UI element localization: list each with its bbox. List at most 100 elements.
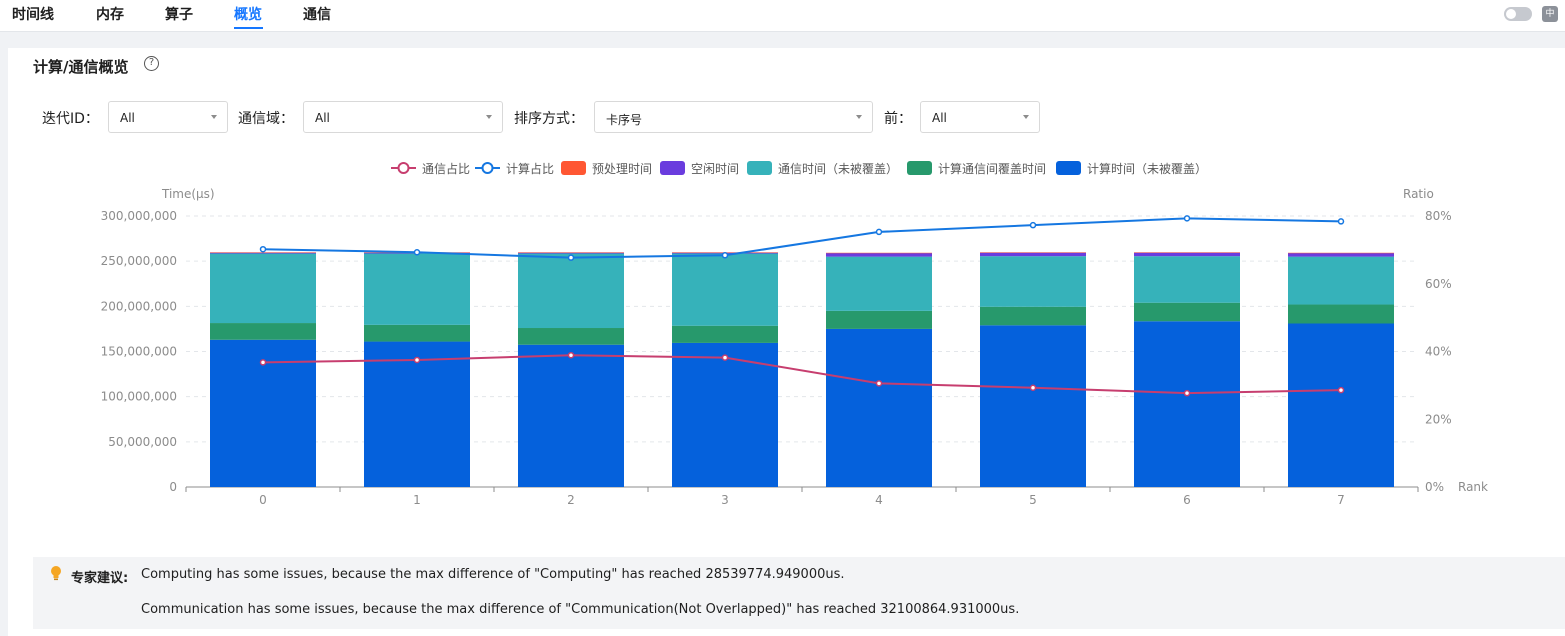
chevron-down-icon	[1023, 115, 1029, 119]
y2-axis-title: Ratio	[1403, 187, 1434, 201]
bar-segment	[672, 342, 778, 487]
bar-segment	[1134, 252, 1240, 257]
series-point	[721, 252, 729, 259]
bar-segment	[1134, 321, 1240, 487]
series-line	[262, 217, 1342, 259]
compute-comm-chart: 0 50,000,000 100,000,000 150,000,000 200,000…	[101, 161, 1488, 507]
bar-segment	[1288, 323, 1394, 487]
bar-segment	[210, 323, 316, 340]
lightbulb-icon	[51, 566, 61, 581]
bar-segment	[672, 325, 778, 343]
tab-memory[interactable]: 内存	[96, 7, 124, 23]
legend-label: 通信占比	[422, 161, 470, 176]
series-point	[1337, 386, 1345, 394]
x-tick-label: 1	[413, 493, 421, 507]
y-axis-title: Time(μs)	[161, 187, 215, 201]
series-point	[567, 254, 575, 261]
legend-marker	[481, 162, 494, 174]
series-point	[259, 359, 267, 366]
y2-tick-label: 0%	[1425, 480, 1444, 494]
x-tick-label: 2	[567, 493, 575, 507]
comm-domain-select[interactable]: All	[303, 101, 503, 133]
sort-select[interactable]: 卡序号	[594, 101, 873, 133]
series-point	[875, 380, 883, 387]
expert-advice-label: 专家建议:	[71, 571, 129, 586]
series-line	[262, 354, 1342, 395]
legend-label: 计算占比	[506, 161, 554, 176]
x-axis-title: Rank	[1458, 480, 1488, 494]
y2-tick-label: 40%	[1425, 345, 1452, 359]
series-point	[1183, 389, 1191, 397]
bar-segment	[364, 253, 470, 325]
y-tick-label: 100,000,000	[101, 390, 177, 404]
top-select-value: All	[932, 111, 947, 125]
bar-segment	[1288, 253, 1394, 257]
bar-segment	[1288, 304, 1394, 324]
series-point	[1183, 215, 1191, 222]
y-tick-label: 250,000,000	[101, 254, 177, 268]
top-filter-label: 前：	[884, 111, 912, 127]
comm-domain-filter-label: 通信域：	[238, 111, 294, 127]
legend-bar-swatch	[1056, 161, 1081, 175]
series-point	[721, 354, 729, 361]
series-point	[259, 245, 267, 253]
bar-segment	[826, 252, 932, 254]
bar-segment	[518, 252, 624, 254]
tab-timeline[interactable]: 时间线	[12, 7, 54, 23]
series-point	[1029, 221, 1037, 229]
legend-label: 空闲时间	[691, 162, 739, 176]
series-point	[1029, 384, 1037, 391]
series-point	[875, 228, 883, 236]
x-tick-label: 3	[721, 493, 729, 507]
language-switch-icon[interactable]: 中	[1542, 6, 1558, 22]
y-tick-label: 200,000,000	[101, 299, 177, 313]
y-tick-label: 50,000,000	[108, 435, 177, 449]
bar-segment	[1134, 252, 1240, 253]
x-tick-label: 6	[1183, 493, 1191, 507]
toggle-knob	[1506, 9, 1516, 19]
theme-toggle[interactable]	[1504, 7, 1532, 21]
comm-domain-select-value: All	[315, 111, 330, 125]
x-tick-label: 0	[259, 493, 267, 507]
legend-bar-swatch	[747, 161, 772, 175]
bar-segment	[518, 328, 624, 345]
y2-tick-label: 60%	[1425, 277, 1452, 291]
sort-filter-label: 排序方式：	[514, 111, 584, 127]
tab-operator[interactable]: 算子	[165, 7, 193, 23]
series-point	[413, 248, 421, 256]
bar-segment	[980, 252, 1086, 253]
chevron-down-icon	[856, 115, 862, 119]
bar-segment	[210, 252, 316, 254]
chevron-down-icon	[211, 115, 217, 119]
bar-segment	[672, 253, 778, 326]
bar-segment	[826, 256, 932, 311]
y-tick-label: 0	[169, 480, 177, 494]
bar-segment	[1134, 302, 1240, 322]
legend-label: 预处理时间	[592, 162, 652, 176]
series-point	[1337, 218, 1345, 225]
bar-segment	[364, 341, 470, 487]
expert-advice-box	[33, 557, 1565, 629]
legend-bar-swatch	[907, 161, 932, 175]
top-select[interactable]: All	[920, 101, 1040, 133]
x-tick-label: 7	[1337, 493, 1345, 507]
series-point	[413, 356, 421, 364]
question-circle-icon[interactable]: ?	[144, 56, 159, 71]
y2-tick-label: 20%	[1425, 412, 1452, 426]
bar-segment	[980, 306, 1086, 326]
bar-segment	[210, 253, 316, 324]
legend-marker	[397, 162, 410, 174]
bar-segment	[826, 310, 932, 329]
bar-segment	[980, 256, 1086, 307]
x-tick-label: 4	[875, 493, 883, 507]
sort-select-value: 卡序号	[606, 113, 643, 127]
legend-label: 计算通信间覆盖时间	[938, 161, 1046, 176]
iteration-filter-label: 迭代ID：	[42, 111, 99, 127]
tab-overview[interactable]: 概览	[234, 7, 262, 23]
bar-segment	[210, 252, 316, 253]
bar-segment	[364, 324, 470, 342]
chevron-down-icon	[486, 115, 492, 119]
x-tick-label: 5	[1029, 493, 1037, 507]
tab-communication[interactable]: 通信	[303, 7, 331, 23]
iteration-select[interactable]: All	[108, 101, 228, 133]
